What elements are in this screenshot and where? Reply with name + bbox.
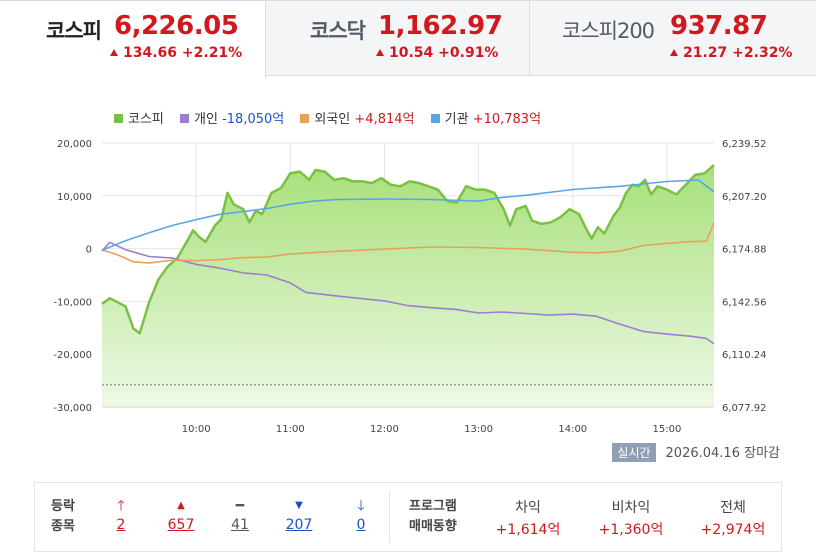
x-tick-label: 11:00 [276,424,305,435]
panel-divider [389,493,390,543]
y-right-tick-label: 6,077.92 [722,403,767,414]
breadth-label: 등락 종목 [51,499,75,534]
x-tick-label: 15:00 [653,424,682,435]
x-tick-label: 12:00 [370,424,399,435]
program-total: 전체 +2,974억 [700,500,766,538]
breadth-up-limit[interactable]: 🡑 2 [109,495,133,533]
tab-kosdaq-name: 코스닥 [310,19,366,43]
trade-date: 2026.04.16 [665,446,740,461]
realtime-badge[interactable]: 실시간 [612,443,656,462]
y-left-tick-label: 20,000 [57,139,92,150]
legend-swatch [114,114,123,123]
y-left-tick-label: -10,000 [53,297,92,308]
market-state: 장마감 [744,446,780,461]
y-left-tick-label: -20,000 [53,350,92,361]
tab-kosdaq[interactable]: 코스닥 1,162.97 10.54 +0.91% [266,0,530,76]
status-bar: 실시간 2026.04.16 장마감 [612,442,780,462]
tab-kospi200-value: 937.87 [670,11,768,41]
tab-kospi200-change: 21.27 +2.32% [670,45,792,61]
tab-kospi[interactable]: 코스피 6,226.05 134.66 +2.21% [0,0,266,78]
up-triangle-icon [670,49,678,56]
y-left-tick-label: 0 [86,245,92,256]
tab-kosdaq-change: 10.54 +0.91% [376,45,498,61]
legend-swatch [430,114,440,123]
up-triangle-icon: ▲ [177,500,185,511]
up-triangle-icon [110,49,118,56]
breadth-unchanged[interactable]: ━ 41 [225,495,255,533]
intraday-chart: 20,000 10,000 0 -10,000 -20,000 -30,000 6,239.… [53,139,767,435]
tab-kospi200[interactable]: 코스피200 937.87 21.27 +2.32% [530,0,816,76]
y-right-tick-label: 6,142.56 [722,297,767,308]
legend-item-individual[interactable]: 개인 -18,050억 [180,108,284,127]
up-triangle-icon [376,49,384,56]
down-limit-arrow-icon: 🡓 [357,498,365,514]
program-arbitrage: 차익 +1,614억 [495,500,561,538]
tab-kospi-value: 6,226.05 [114,11,239,41]
unchanged-dash-icon: ━ [235,498,245,514]
breadth-up[interactable]: ▲ 657 [163,495,199,533]
series-area-kospi [102,165,714,407]
tab-kospi-name: 코스피 [46,19,102,43]
x-tick-label: 14:00 [558,424,587,435]
program-non-arbitrage: 비차익 +1,360억 [598,500,664,538]
series-line-kospi [101,164,715,335]
tab-kospi200-name: 코스피200 [562,19,655,43]
x-tick-label: 13:00 [464,424,493,435]
legend-item-foreign[interactable]: 외국인 +4,814억 [300,108,414,127]
y-right-tick-label: 6,110.24 [722,350,767,361]
breadth-down-limit[interactable]: 🡓 0 [349,495,373,533]
tab-kosdaq-value: 1,162.97 [378,11,503,41]
y-left-tick-label: -30,000 [53,403,92,414]
breadth-down[interactable]: ▼ 207 [281,495,317,533]
y-left-tick-label: 10,000 [57,192,92,203]
tab-kospi-change: 134.66 +2.21% [110,45,242,61]
market-summary-panel: 등락 종목 🡑 2 ▲ 657 ━ 41 ▼ 207 🡓 0 프로그램 매매동향 차… [34,482,782,552]
program-label: 프로그램 매매동향 [409,499,457,534]
legend-swatch [300,114,310,123]
legend-item-institution[interactable]: 기관 +10,783억 [430,108,541,127]
x-tick-label: 10:00 [182,424,211,435]
y-right-tick-label: 6,207.20 [722,192,767,203]
legend-swatch [180,114,190,123]
legend-item-kospi[interactable]: 코스피 [114,108,164,127]
series-line-institution [101,179,715,251]
up-limit-arrow-icon: 🡑 [117,498,125,514]
series-line-foreign [101,222,715,264]
index-tabs: 코스피 6,226.05 134.66 +2.21% 코스닥 1,162.97 … [0,0,816,78]
chart-legend: 코스피 개인 -18,050억 외국인 +4,814억 기관 +10,783억 [114,108,553,127]
y-right-tick-label: 6,174.88 [722,245,767,256]
y-right-tick-label: 6,239.52 [722,139,767,150]
down-triangle-icon: ▼ [295,500,303,511]
